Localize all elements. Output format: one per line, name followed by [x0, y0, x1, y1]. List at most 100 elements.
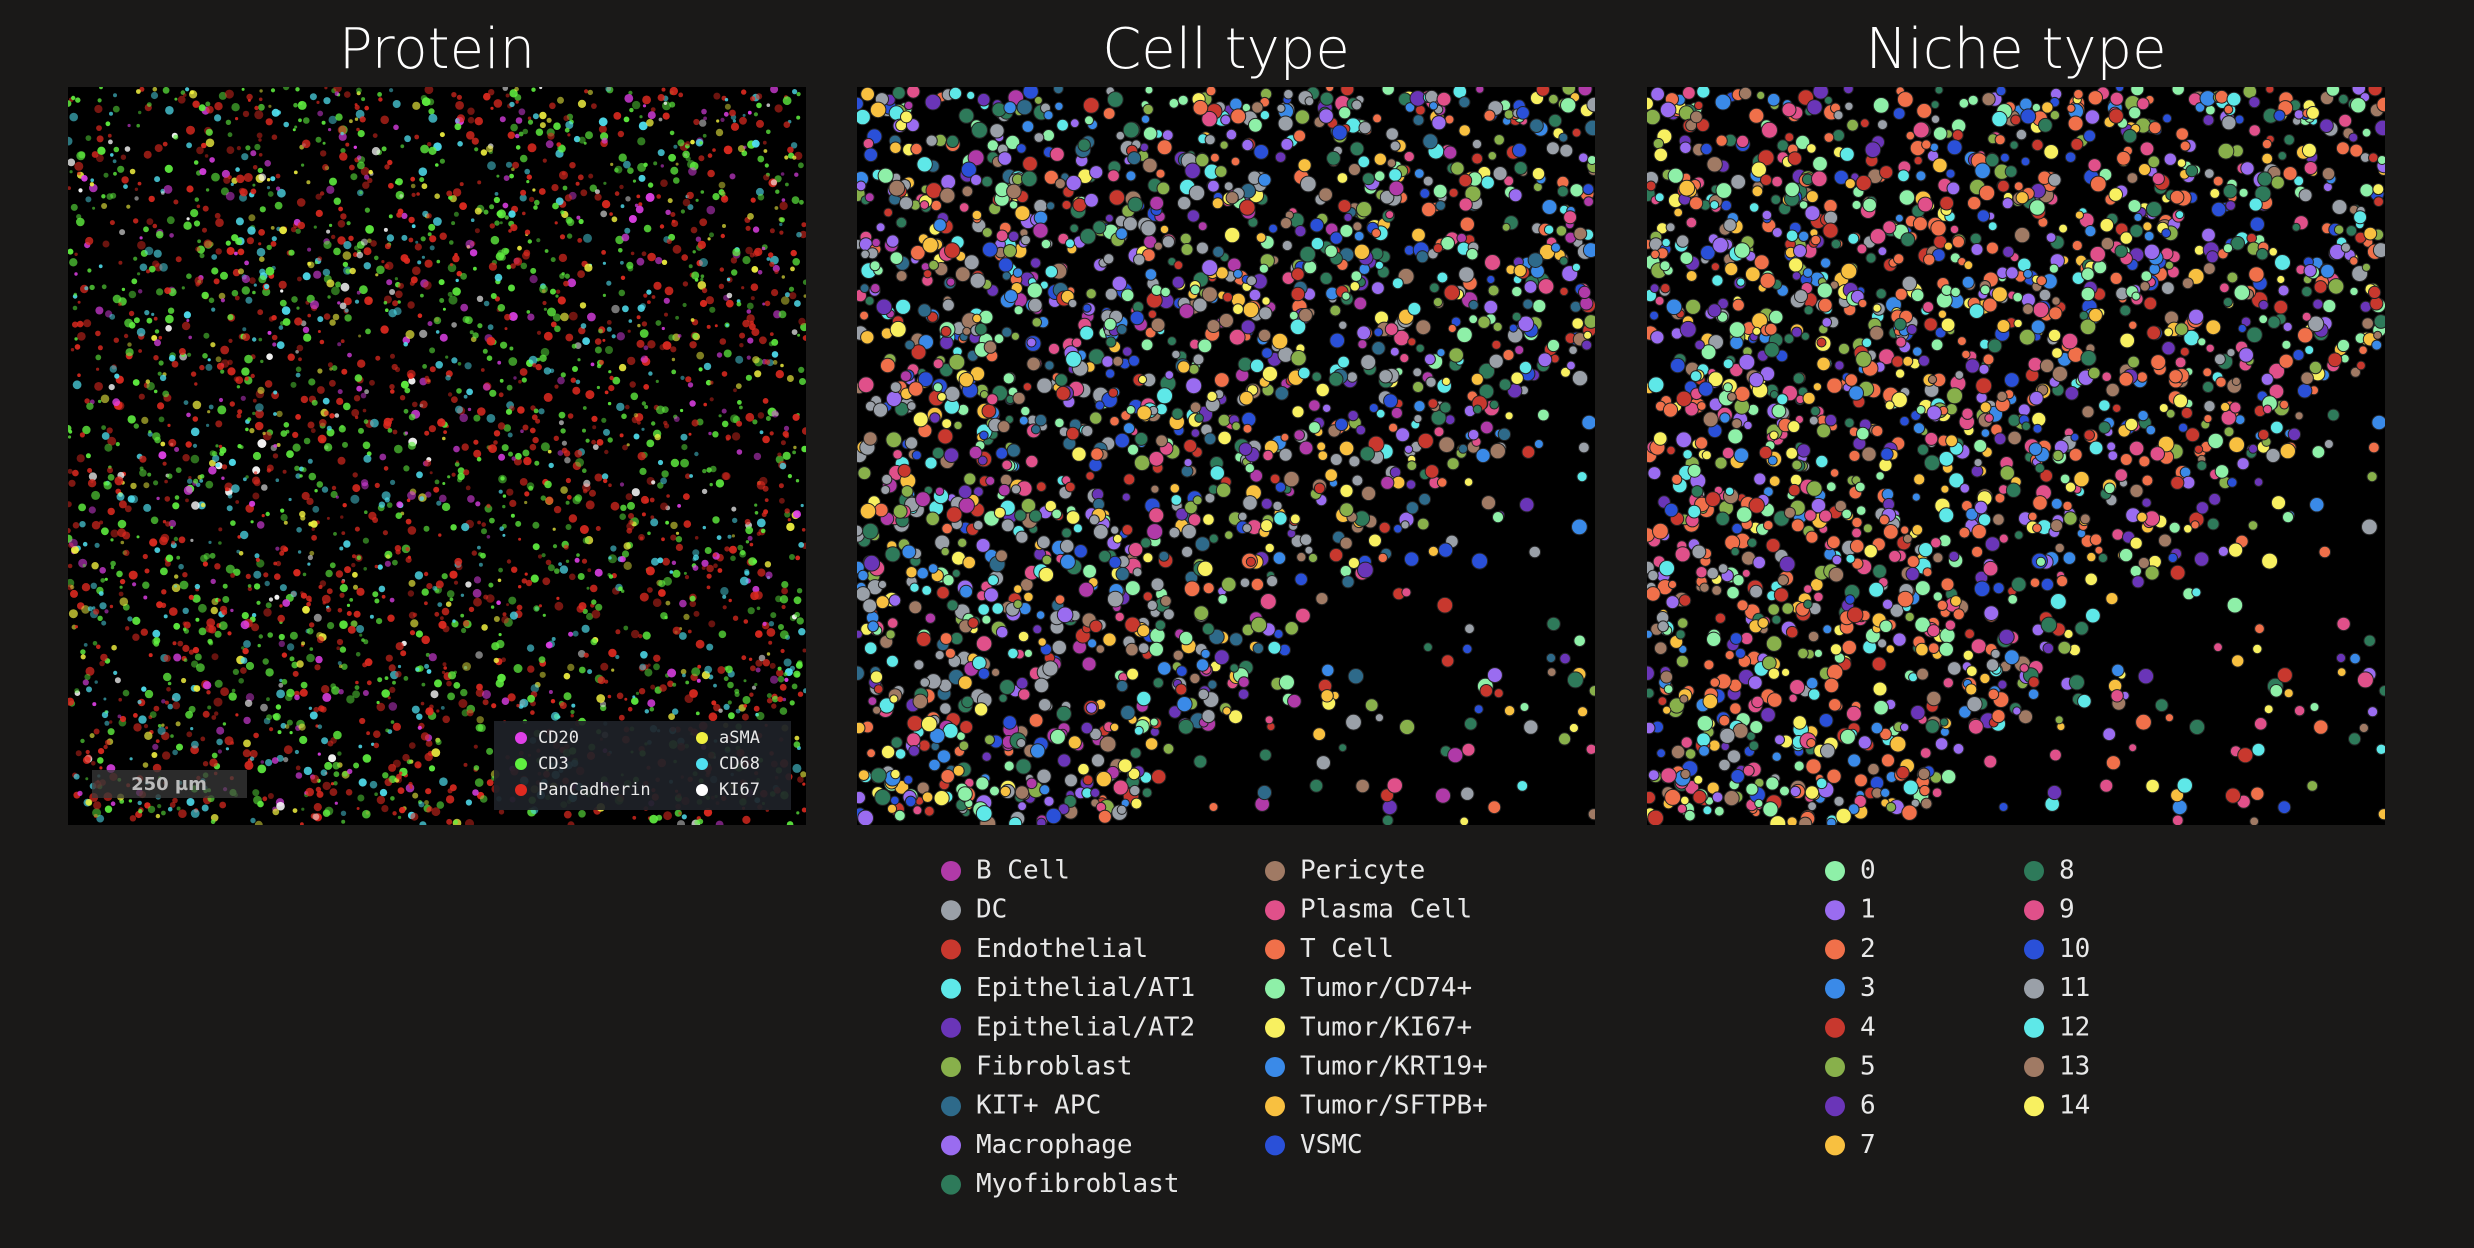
cell	[952, 764, 965, 777]
signal	[74, 690, 81, 696]
signal	[218, 541, 222, 545]
signal	[563, 810, 572, 819]
signal	[572, 366, 578, 372]
signal	[768, 640, 773, 645]
signal	[186, 142, 193, 149]
signal	[417, 260, 422, 265]
signal	[339, 646, 347, 653]
signal	[123, 549, 130, 557]
signal	[493, 440, 498, 445]
signal	[690, 318, 695, 322]
signal	[111, 644, 117, 651]
signal	[210, 578, 216, 585]
signal	[240, 657, 248, 664]
cell	[863, 641, 878, 656]
signal	[707, 169, 715, 178]
signal	[527, 665, 535, 673]
signal	[799, 230, 806, 239]
cell	[987, 574, 999, 587]
signal	[164, 496, 171, 502]
cell	[1503, 705, 1516, 717]
signal	[296, 527, 302, 533]
signal	[527, 694, 535, 703]
cell	[1055, 705, 1072, 722]
signal	[766, 129, 771, 135]
signal	[527, 239, 532, 244]
signal	[504, 327, 508, 331]
signal	[338, 664, 343, 668]
signal	[146, 382, 155, 391]
signal	[233, 568, 241, 576]
signal	[680, 458, 689, 468]
cell	[934, 486, 945, 496]
cell	[1511, 142, 1527, 158]
signal	[81, 175, 88, 182]
signal	[755, 187, 764, 196]
signal	[745, 225, 751, 231]
signal	[190, 538, 194, 543]
signal	[441, 670, 446, 675]
signal	[781, 604, 786, 610]
signal	[171, 360, 179, 368]
cell	[1573, 226, 1588, 241]
signal	[639, 115, 643, 119]
cell	[1548, 93, 1559, 105]
cell	[857, 790, 866, 805]
signal	[99, 567, 106, 574]
cell	[1120, 704, 1136, 721]
signal	[132, 582, 137, 587]
signal	[270, 226, 275, 230]
signal	[518, 131, 524, 137]
signal	[582, 608, 588, 614]
signal	[635, 413, 644, 422]
signal	[415, 630, 423, 638]
signal	[512, 161, 520, 169]
signal	[407, 590, 415, 597]
signal	[320, 706, 327, 713]
signal	[435, 580, 444, 589]
signal	[275, 560, 282, 567]
signal	[150, 516, 159, 525]
signal	[706, 324, 711, 329]
signal	[418, 801, 425, 808]
signal	[309, 93, 317, 101]
cell	[1133, 253, 1146, 266]
signal	[412, 792, 419, 799]
signal	[542, 613, 546, 617]
signal	[385, 728, 390, 733]
signal	[172, 502, 180, 510]
signal	[185, 710, 194, 719]
signal	[707, 153, 713, 158]
signal	[532, 363, 537, 368]
signal	[552, 313, 561, 322]
signal	[735, 708, 741, 714]
signal	[553, 122, 561, 130]
signal	[596, 385, 601, 390]
signal	[205, 128, 213, 136]
signal	[577, 573, 585, 580]
signal	[349, 164, 355, 171]
signal	[412, 401, 418, 408]
signal	[471, 550, 477, 556]
signal	[803, 294, 806, 298]
cell	[1559, 652, 1571, 665]
signal	[555, 294, 559, 298]
signal	[344, 314, 352, 322]
cell	[1256, 784, 1273, 801]
signal	[533, 605, 540, 612]
signal	[300, 591, 304, 595]
signal	[477, 323, 483, 329]
signal	[766, 103, 771, 107]
cell	[1533, 439, 1544, 449]
cell	[1578, 441, 1590, 454]
signal	[671, 369, 677, 375]
signal	[142, 581, 150, 589]
signal	[752, 226, 760, 233]
signal	[388, 214, 393, 219]
signal	[460, 688, 468, 697]
signal	[362, 754, 372, 763]
cell	[1252, 642, 1265, 655]
signal	[183, 400, 189, 405]
signal	[446, 680, 452, 687]
signal	[488, 262, 497, 271]
